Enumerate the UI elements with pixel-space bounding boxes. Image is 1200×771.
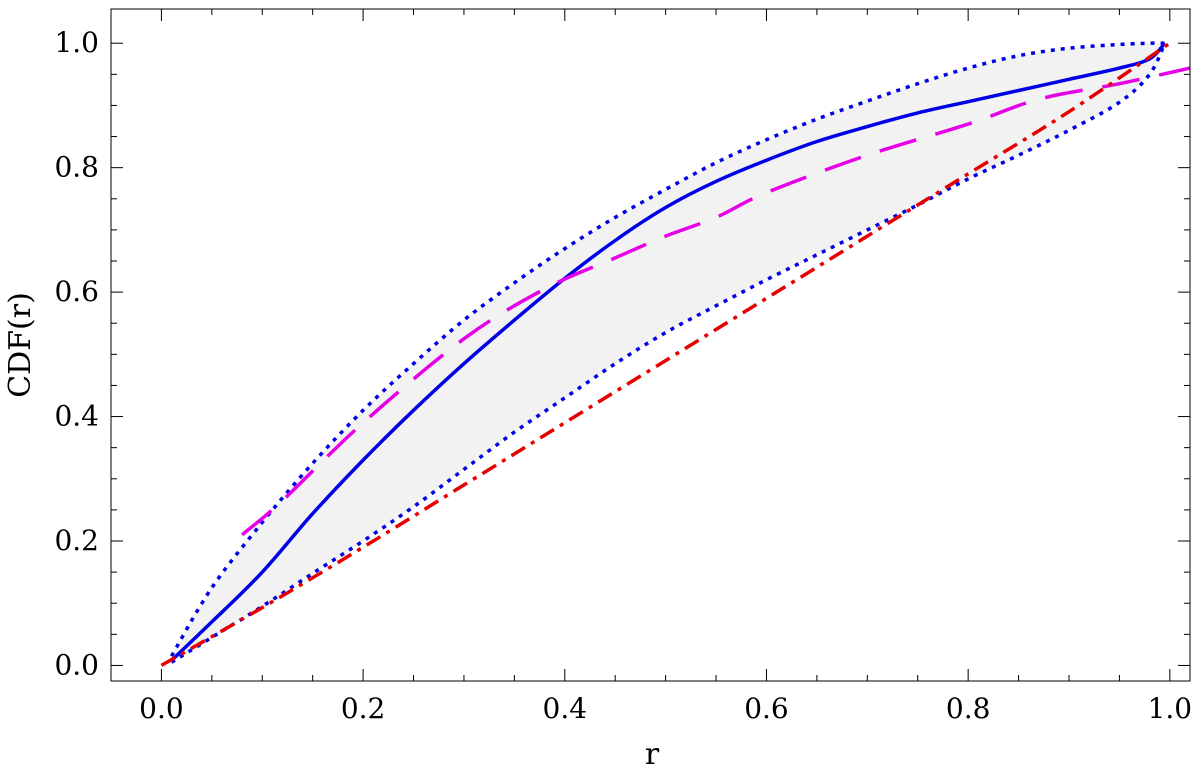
x-tick-label: 0.4: [543, 692, 588, 725]
confidence-band-layer: [171, 43, 1165, 663]
y-tick-label: 0.0: [54, 648, 99, 681]
tick-layer: 0.0 0.0 0.2 0.2 0.4 0.4 0.6 0.6 0.8 0.8 1.0 1.0: [54, 9, 1192, 725]
confidence-band: [171, 43, 1165, 663]
x-axis-title: r: [645, 737, 660, 771]
series-layer: [160, 41, 1190, 667]
series-line-dotted-lower: [170, 42, 1167, 664]
y-tick-label: 0.4: [54, 400, 99, 433]
y-axis-title: CDF(r): [3, 292, 38, 398]
x-tick-label: 1.0: [1148, 692, 1193, 725]
y-tick-label: 0.8: [54, 151, 99, 184]
x-tick-label: 0.0: [139, 692, 184, 725]
plot-frame: [110, 8, 1191, 682]
x-tick-label: 0.8: [946, 692, 991, 725]
y-tick-label: 0.2: [54, 524, 99, 557]
series-line-dashdot: [160, 41, 1171, 667]
y-tick-label: 0.6: [54, 275, 99, 308]
x-tick-label: 0.2: [341, 692, 386, 725]
series-line-dotted-upper: [169, 41, 1165, 657]
series-line-solid: [170, 41, 1167, 662]
y-tick-label: 1.0: [54, 26, 99, 59]
series-line-dashed: [240, 66, 1190, 537]
x-tick-label: 0.6: [744, 692, 789, 725]
